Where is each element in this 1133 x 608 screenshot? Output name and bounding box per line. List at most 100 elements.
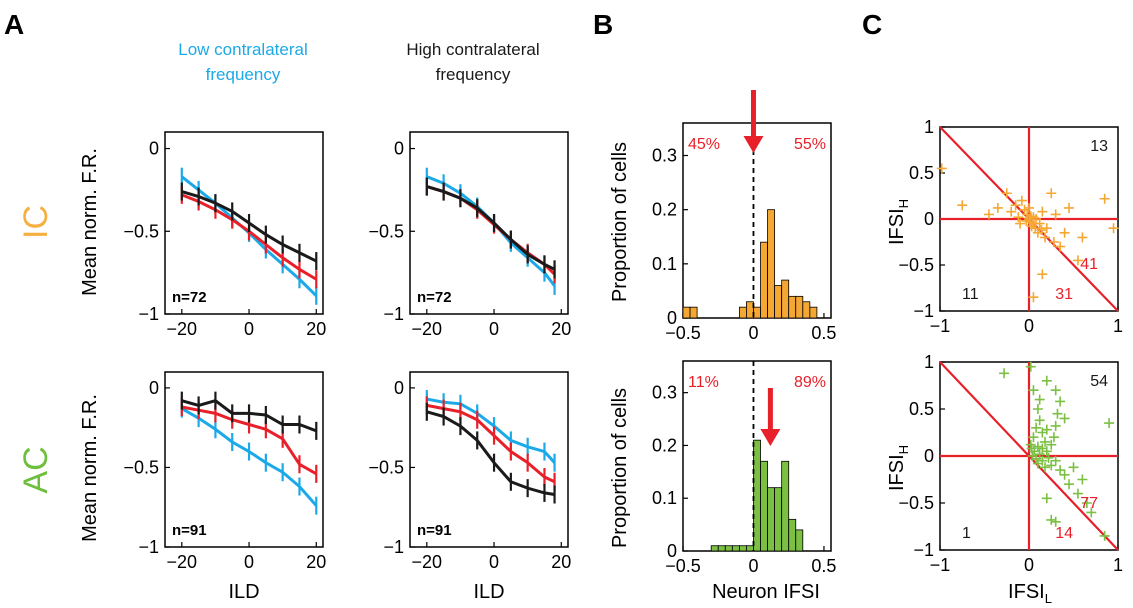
chart-a-ic-high: −20 0 20 0 −0.5 −1 n=72 [368, 131, 571, 339]
scatter-point [1048, 237, 1059, 247]
y-tick-label: 0.5 [909, 163, 934, 183]
x-tick-label: 0.5 [811, 556, 836, 576]
chart-b-ac: −0.5 0 0.500.10.20.311% 89% [652, 360, 836, 576]
count-lower-left: 11 [962, 286, 979, 303]
scatter-point [999, 368, 1010, 379]
series-line-1 [426, 185, 556, 276]
x-tick-label: −20 [412, 319, 443, 339]
y-tick-label: 0.3 [652, 383, 677, 403]
ylabel-proportion-ic: Proportion of cells [609, 142, 631, 302]
percent-right: 55% [794, 136, 826, 153]
scatter-point [1059, 227, 1070, 238]
ifsi-h-sub: H [896, 445, 911, 454]
y-tick-label: −0.5 [368, 457, 404, 477]
y-tick-label: −1 [913, 540, 934, 560]
n-annotation: n=72 [417, 289, 452, 306]
scatter-point [1006, 206, 1017, 217]
column-title-high-line1: High contralateral [406, 40, 539, 59]
xlabel-ifsi-l: IFSIL [1008, 581, 1052, 606]
row-label-ac: AC [17, 446, 55, 493]
chart-a-ac-high: −20 0 20 0 −0.5 −1 n=91 [368, 371, 571, 572]
plots-layer: −20 0 200−0.5−1n=72−20 0 200−0.5−1n=72−20 0 20… [123, 90, 1123, 576]
column-title-high-line2: frequency [436, 65, 511, 84]
scatter-point [1034, 449, 1045, 460]
scatter-point [1036, 225, 1047, 236]
scatter-point [1037, 206, 1048, 217]
count-upper-right: 54 [1090, 373, 1108, 390]
y-tick-label: 1 [924, 117, 934, 137]
scatter-point [1028, 292, 1039, 303]
histogram-bar [774, 487, 783, 552]
histogram-bar [795, 295, 804, 319]
x-tick-label: 0 [1024, 316, 1034, 336]
y-tick-label: −0.5 [123, 457, 159, 477]
scatter-point [1055, 465, 1066, 476]
column-title-low-line2: frequency [206, 65, 281, 84]
scatter-point [1028, 432, 1039, 443]
scatter-point [1034, 415, 1045, 426]
scatter-point [1068, 462, 1079, 473]
y-tick-label: 0 [924, 209, 934, 229]
scatter-point [1031, 422, 1042, 433]
n-annotation: n=91 [417, 522, 452, 539]
percent-left: 11% [688, 374, 719, 391]
plot-frame [164, 371, 324, 548]
histogram-bar [781, 460, 790, 552]
scatter-point [1032, 404, 1043, 414]
scatter-point [1059, 413, 1070, 424]
scatter-point [1081, 498, 1092, 508]
scatter-point [1104, 418, 1115, 429]
scatter-point [1077, 474, 1088, 485]
histogram-bar [746, 545, 754, 552]
n-annotation: n=72 [172, 289, 207, 306]
scatter-point [1046, 460, 1057, 471]
count-lower-right-lower: 14 [1055, 525, 1073, 542]
ylabel-mean-fr-ac: Mean norm. F.R. [79, 394, 101, 542]
x-tick-label: 0.5 [811, 323, 836, 343]
xlabel-ild-high: ILD [473, 581, 504, 603]
y-tick-label: 0.3 [652, 146, 677, 166]
column-title-low-line1: Low contralateral [178, 40, 307, 59]
y-tick-label: 0.1 [652, 488, 677, 508]
row-label-ic: IC [17, 205, 55, 239]
histogram-bar [689, 306, 698, 319]
histogram-bar [809, 306, 818, 319]
scatter-point [1050, 385, 1061, 396]
x-tick-label: 0 [489, 319, 499, 339]
plot-frame [164, 131, 324, 315]
panel-letter-b: B [593, 9, 613, 40]
scatter-point [1059, 469, 1070, 480]
scatter-point [1052, 408, 1063, 419]
ifsi-l-main: IFSI [1008, 581, 1045, 603]
histogram-bar [738, 545, 747, 552]
y-tick-label: 0 [394, 378, 404, 398]
y-tick-label: 0 [667, 541, 677, 561]
scatter-point [1040, 462, 1051, 473]
scatter-point [1015, 218, 1026, 229]
scatter-point [1040, 232, 1051, 243]
plot-frame [409, 131, 569, 315]
scatter-point [1037, 269, 1048, 280]
x-tick-label: −1 [930, 316, 951, 336]
x-tick-label: 0 [489, 552, 499, 572]
y-tick-label: 0 [149, 139, 159, 159]
scatter-point [1055, 396, 1066, 407]
scatter-point [1050, 516, 1061, 527]
y-tick-label: 0 [667, 308, 677, 328]
chart-c-ac: −1 0 1 −1 −0.5 0 0.5 1 54 1 77 14 [898, 352, 1123, 575]
xlabel-ild-low: ILD [228, 581, 259, 603]
ifsi-h-main: IFSI [886, 208, 908, 245]
scatter-point [1016, 195, 1027, 206]
y-tick-label: −0.5 [123, 221, 159, 241]
histogram-bar [767, 487, 776, 552]
scatter-point [1050, 209, 1061, 220]
scatter-point [1072, 255, 1083, 266]
ifsi-l-sub: L [1045, 591, 1052, 606]
scatter-point [1026, 443, 1037, 454]
y-tick-label: 0.5 [909, 399, 934, 419]
histogram-bar [774, 285, 783, 319]
histogram-bar [788, 295, 797, 319]
xlabel-neuron-ifsi: Neuron IFSI [712, 581, 820, 603]
scatter-point [1010, 200, 1021, 211]
histogram-bar [753, 306, 761, 319]
